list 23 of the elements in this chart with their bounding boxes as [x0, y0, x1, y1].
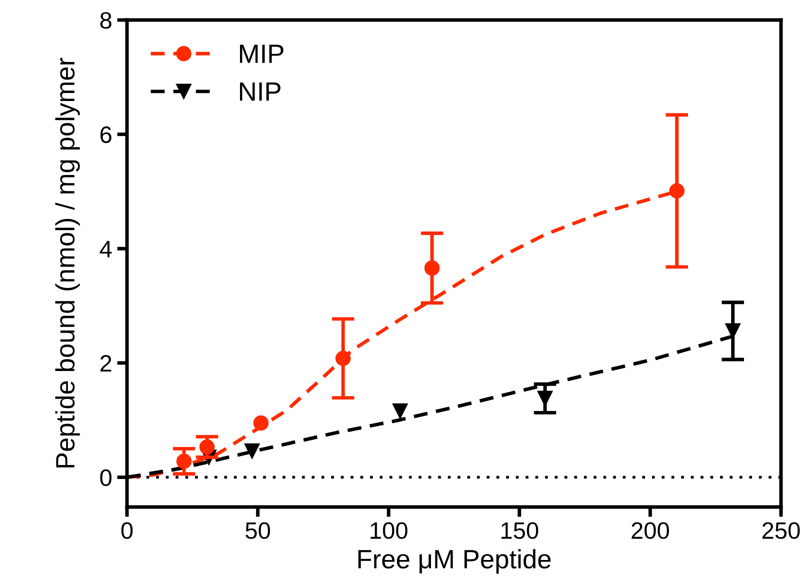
x-axis-title: Free μM Peptide: [358, 549, 551, 574]
y-tick-label: 6: [100, 126, 112, 144]
point: [199, 439, 215, 455]
x-tick-label: 100: [370, 522, 408, 539]
y-tick-label: 2: [100, 355, 112, 372]
point: [253, 415, 269, 431]
y-axis-title: Peptide bound (nmol) / mg polymer: [55, 58, 80, 468]
x-tick-label: 0: [121, 522, 133, 539]
legend-label: NIP: [240, 82, 280, 101]
x-tick-label: 150: [502, 522, 538, 539]
point: [244, 443, 260, 459]
legend-label: MIP: [240, 44, 284, 63]
x-tick-label: 200: [632, 522, 669, 539]
point: [335, 350, 351, 366]
y-tick-label: 0: [100, 469, 112, 486]
y-tick-label: 8: [100, 12, 112, 29]
x-tick-label: 250: [762, 522, 800, 539]
y-tick-label: 4: [100, 240, 112, 258]
point: [424, 260, 440, 276]
point: [176, 454, 192, 469]
x-tick-label: 50: [246, 522, 270, 539]
point: [392, 403, 408, 419]
point: [669, 183, 685, 199]
